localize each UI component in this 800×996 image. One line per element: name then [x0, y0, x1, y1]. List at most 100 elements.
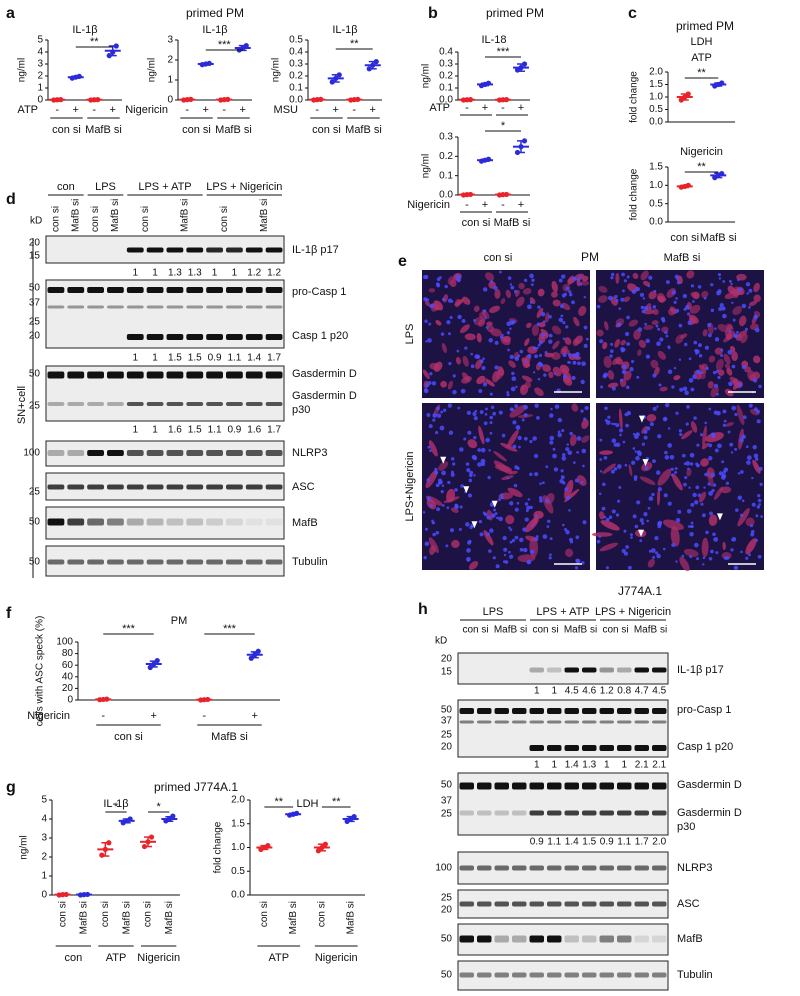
blot-band [582, 720, 597, 724]
blot-band [226, 287, 243, 293]
nucleus [693, 340, 698, 345]
nucleus [469, 470, 474, 475]
blot-band [87, 402, 104, 406]
protein-label: Gasdermin D [677, 779, 742, 791]
nucleus [640, 305, 645, 310]
blot-band [245, 334, 263, 340]
blot-band [547, 935, 562, 943]
nucleus [582, 520, 587, 525]
cell-stain [537, 288, 545, 297]
band-quantification: 1.1 [547, 837, 561, 848]
nucleus [634, 450, 638, 453]
nucleus [583, 325, 588, 330]
nucleus [493, 508, 497, 512]
y-tick-label: 100 [56, 637, 73, 648]
cell-stain [483, 530, 494, 546]
nucleus [614, 294, 618, 299]
lane-group-label: LPS [483, 606, 504, 618]
nucleus [572, 360, 577, 365]
blot-band [582, 901, 597, 907]
panel-letter: d [6, 191, 16, 208]
nucleus [618, 485, 622, 489]
nucleus [601, 506, 606, 511]
y-tick-label: 1.5 [649, 162, 663, 173]
nucleus [693, 416, 697, 420]
nucleus [511, 538, 516, 543]
y-tick-label: 20 [62, 683, 74, 694]
panel-letter: f [6, 605, 12, 622]
x-tick-label: - [185, 104, 189, 116]
nucleus [715, 551, 719, 555]
nucleus [712, 483, 717, 487]
group-label: con si [462, 217, 491, 229]
nucleus [655, 470, 661, 475]
nucleus [717, 273, 722, 277]
nucleus [664, 450, 668, 455]
nucleus [636, 375, 640, 379]
y-tick-label: 1 [167, 75, 173, 86]
side-label: SN+cell [16, 386, 28, 424]
blot-band [265, 484, 283, 490]
x-tick-label: MafB si [345, 901, 356, 934]
nucleus [718, 277, 722, 280]
kd-marker: 37 [29, 298, 41, 309]
kd-marker: 50 [29, 557, 41, 568]
blot-membrane [457, 699, 669, 758]
nucleus [510, 285, 515, 290]
nucleus [572, 276, 577, 281]
lane-label: con si [462, 625, 488, 636]
nucleus [514, 356, 520, 361]
nucleus [608, 515, 613, 519]
cell-stain [647, 558, 655, 568]
x-tick-label: - [501, 199, 505, 211]
nucleus [711, 488, 715, 493]
nucleus [711, 434, 716, 439]
blot-band [265, 559, 283, 565]
nucleus [688, 378, 694, 383]
nucleus [598, 492, 602, 496]
y-tick-label: 0.4 [289, 47, 303, 58]
nucleus [722, 423, 726, 427]
nucleus [574, 478, 579, 483]
cell-stain [581, 275, 589, 282]
nucleus [756, 505, 761, 509]
nucleus [509, 540, 513, 544]
nucleus [733, 334, 737, 338]
nucleus [604, 418, 608, 422]
nucleus [545, 498, 550, 503]
blot-band [617, 667, 632, 673]
nucleus [565, 495, 571, 501]
x-tick-label: - [501, 102, 505, 114]
panel-letter: h [418, 601, 428, 618]
cell-stain [737, 330, 748, 338]
nucleus [734, 447, 738, 451]
cell-stain [715, 358, 724, 371]
nucleus [519, 349, 524, 354]
nucleus [695, 352, 698, 355]
cell-stain [717, 323, 729, 333]
nucleus [732, 318, 736, 322]
cell-stain [725, 330, 735, 341]
cell-stain [551, 280, 558, 293]
cell-stain [657, 292, 666, 303]
nucleus [562, 523, 565, 527]
cell-stain [522, 288, 532, 295]
blot-band [477, 708, 492, 714]
nucleus [498, 498, 502, 501]
nucleus [527, 304, 532, 310]
cell-stain [747, 370, 756, 382]
nucleus [675, 560, 678, 563]
blot-band [529, 667, 544, 673]
chart-title: LDH [296, 798, 318, 810]
nucleus [678, 429, 683, 433]
data-point [322, 841, 328, 847]
nucleus [689, 462, 694, 466]
x-tick-label: MafB si [288, 901, 299, 934]
nucleus [611, 422, 614, 426]
nucleus [561, 452, 566, 457]
nucleus [623, 529, 627, 533]
nucleus [687, 320, 693, 326]
nucleus [434, 470, 439, 475]
treatment-label: Nigericin [125, 104, 168, 116]
cell-stain [534, 387, 544, 397]
